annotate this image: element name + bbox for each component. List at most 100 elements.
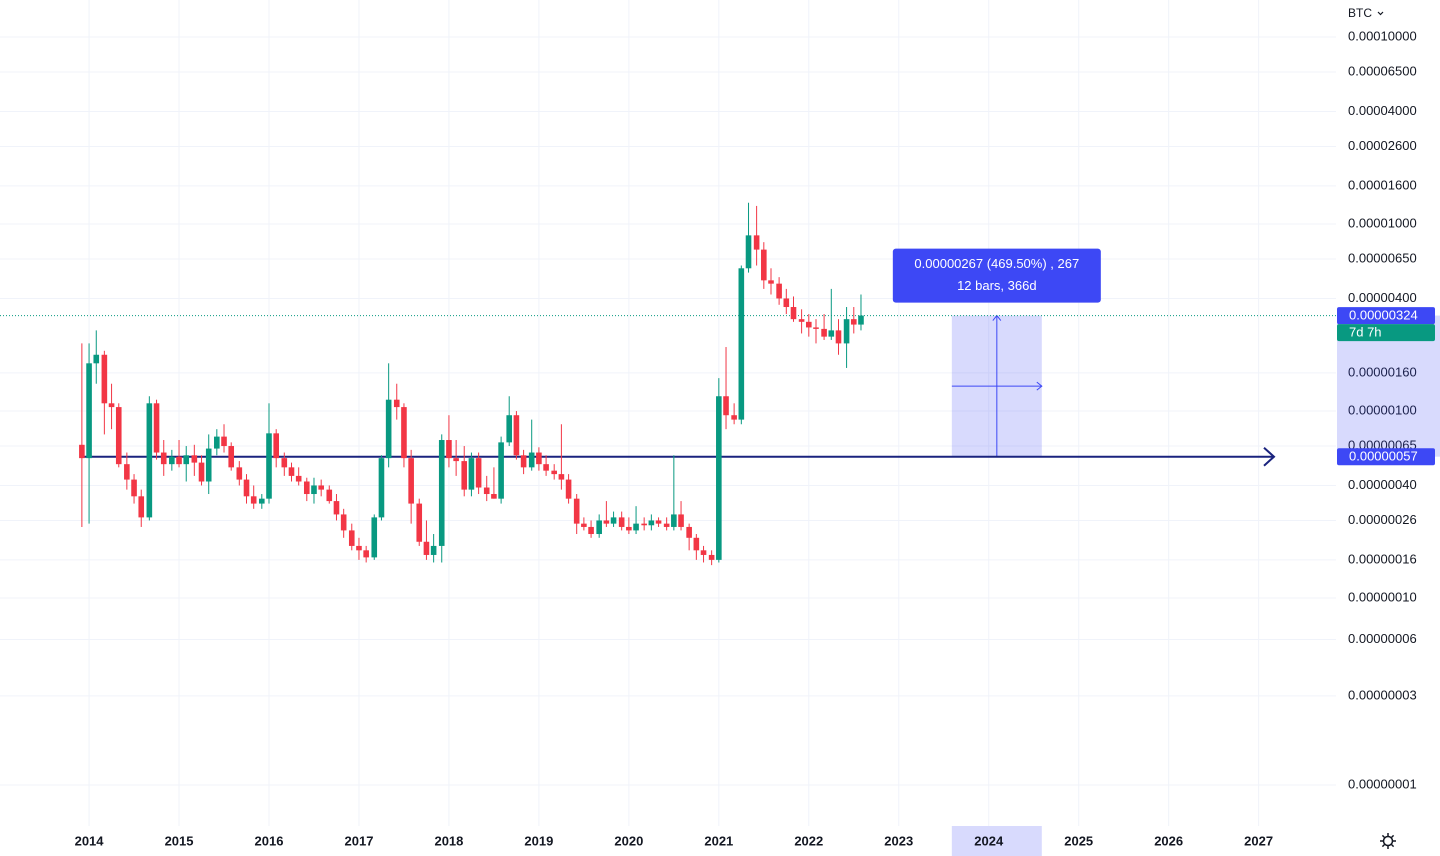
candle-body (160, 452, 167, 465)
price-axis (1336, 0, 1440, 826)
ray-price-label: 0.00000057 (1349, 449, 1418, 464)
y-tick-label: 0.00002600 (1348, 138, 1417, 153)
candle-body (641, 523, 647, 526)
candle-body (318, 485, 324, 490)
candle-body (761, 249, 767, 281)
candle-body (79, 444, 85, 459)
x-tick-label: 2023 (884, 833, 913, 848)
candle-body (153, 403, 160, 453)
candle-body (356, 545, 362, 551)
gear-teeth (1380, 833, 1396, 849)
candle-body (221, 436, 227, 447)
candle-body (850, 319, 857, 325)
candle-body (266, 433, 272, 499)
candle-body (716, 396, 722, 560)
candle-body (288, 467, 295, 476)
y-tick-label: 0.00000100 (1348, 402, 1417, 417)
countdown-label: 7d 7h (1349, 325, 1382, 340)
candle-body (626, 526, 632, 531)
grid (0, 0, 1336, 826)
time-range-highlight (951, 826, 1042, 856)
candle-body (821, 328, 827, 337)
y-tick-label: 0.00000003 (1348, 687, 1417, 702)
candle-body (393, 399, 400, 408)
candle-body (686, 526, 692, 538)
candle-body (93, 354, 100, 364)
candle-body (146, 403, 153, 518)
candle-body (228, 446, 235, 468)
candle-body (858, 315, 864, 325)
candle-body (745, 235, 752, 269)
candle-body (700, 550, 707, 555)
x-tick-label: 2016 (255, 833, 284, 848)
candle-body (281, 458, 288, 468)
candle-body (835, 330, 842, 344)
y-tick-label: 0.00000160 (1348, 364, 1417, 379)
settings-button[interactable] (1380, 833, 1396, 849)
axes: 0.00010000 0.00006500 0.00004000 0.00002600… (75, 28, 1440, 856)
x-tick-label: 2022 (794, 833, 823, 848)
last-price-label: 0.00000324 (1349, 308, 1418, 323)
candle-body (828, 330, 835, 337)
candle-body (401, 407, 407, 459)
candle-body (108, 403, 115, 408)
candle-body (423, 541, 430, 555)
candle-body (378, 458, 385, 518)
candle-body (169, 456, 175, 465)
candle-body (506, 415, 513, 443)
y-tick-label: 0.00004000 (1348, 103, 1417, 118)
candle-body (453, 458, 459, 462)
x-tick-label: 2014 (75, 833, 105, 848)
candle-body (295, 475, 302, 482)
candle-body (385, 399, 392, 459)
drawings: 0.00000267 (469.50%) , 267 12 bars, 366d (0, 248, 1336, 467)
candle-body (708, 554, 715, 560)
candle-body (573, 498, 580, 524)
candle-body (205, 448, 212, 482)
candle-body (813, 327, 819, 329)
candle-body (648, 520, 655, 526)
measure-label-bg (892, 248, 1101, 303)
candle-body (513, 415, 520, 456)
candle-body (768, 280, 774, 284)
candle-body (191, 455, 198, 463)
candle-body (430, 545, 437, 555)
x-tick-label: 2017 (345, 833, 374, 848)
candle-body (273, 433, 279, 459)
candle-body (333, 501, 340, 515)
candle-body (610, 517, 617, 524)
candle-body (581, 523, 587, 527)
x-tick-label: 2020 (614, 833, 643, 848)
currency-selector[interactable]: BTC (1348, 6, 1384, 20)
candle-body (371, 517, 378, 558)
x-tick-label: 2026 (1154, 833, 1183, 848)
candle-body (416, 503, 423, 542)
candle-body (446, 440, 452, 459)
candle-body (693, 537, 700, 551)
candle-body (551, 470, 557, 475)
candle-body (655, 520, 662, 524)
x-tick-label: 2027 (1244, 833, 1273, 848)
y-tick-label: 0.00001600 (1348, 177, 1417, 192)
chevron (1377, 11, 1384, 16)
candle-body (723, 396, 729, 416)
candle-body (565, 479, 572, 499)
candle-body (783, 298, 790, 308)
x-tick-label: 2025 (1064, 833, 1093, 848)
y-tick-label: 0.00010000 (1348, 28, 1417, 43)
currency[interactable]: BTC (1348, 6, 1372, 20)
candle-body (198, 462, 205, 482)
candle-body (115, 407, 122, 465)
countdown-label-bg (1337, 324, 1435, 342)
candle-body (311, 485, 317, 495)
y-tick-label: 0.00000400 (1348, 290, 1417, 305)
candle-body (348, 530, 355, 546)
y-tick-label: 0.00006500 (1348, 63, 1417, 78)
candle-body (259, 498, 265, 504)
candle-body (250, 496, 257, 504)
candle-body (483, 487, 490, 495)
y-tick-label: 0.00000006 (1348, 631, 1417, 646)
candle-body (618, 517, 625, 527)
candle-body (363, 550, 369, 558)
